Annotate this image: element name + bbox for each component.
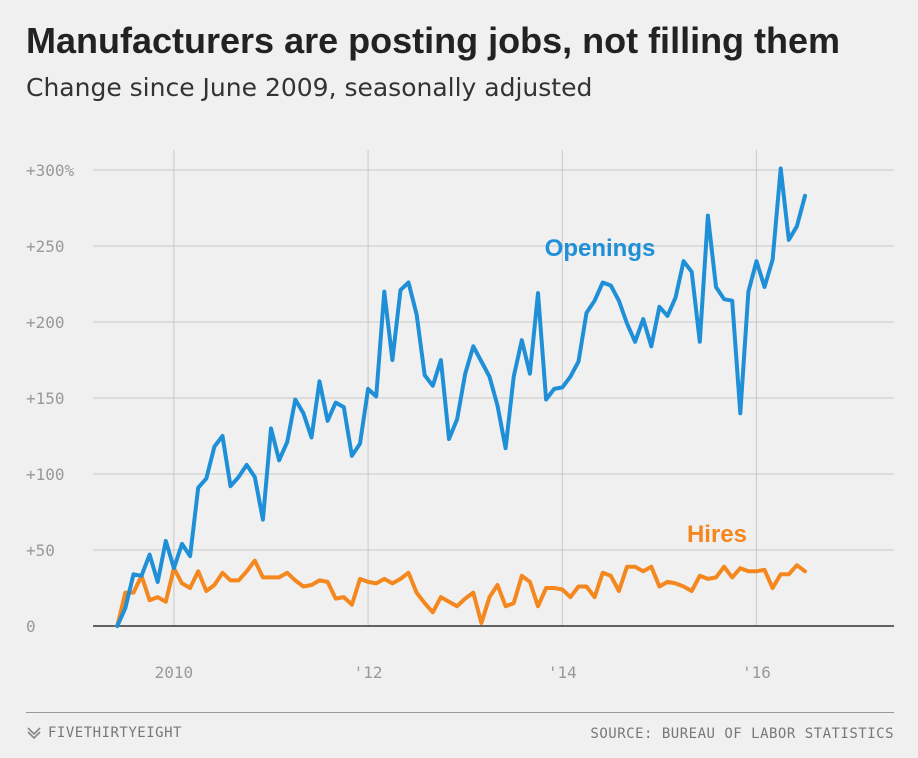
y-tick-label: +300% — [26, 161, 75, 180]
line-chart: 0 +50 +100 +150 +200 +250 +300% 2010 '12 '14 '16 Op… — [26, 150, 894, 682]
x-tick-label: 2010 — [155, 663, 194, 682]
y-tick-label: +250 — [26, 237, 65, 256]
source-note: SOURCE: BUREAU OF LABOR STATISTICS — [590, 726, 894, 742]
series-line-openings — [115, 166, 807, 628]
x-tick-label: '16 — [742, 663, 771, 682]
y-tick-label: +50 — [26, 541, 55, 560]
series-label-hires: Hires — [687, 521, 747, 548]
y-tick-label: +200 — [26, 313, 65, 332]
chart-title: Manufacturers are posting jobs, not fill… — [26, 20, 841, 61]
brand-logo: FIVETHIRTYEIGHT — [26, 725, 182, 741]
series-label-openings: Openings — [545, 235, 656, 262]
fivethirtyeight-icon — [27, 727, 41, 740]
y-tick-label: +100 — [26, 465, 65, 484]
series-line-hires — [115, 558, 807, 628]
footer-divider — [26, 712, 894, 713]
y-tick-label: +150 — [26, 389, 65, 408]
chart-subtitle: Change since June 2009, seasonally adjus… — [26, 73, 593, 102]
brand-name: FIVETHIRTYEIGHT — [48, 725, 182, 741]
x-tick-label: '14 — [548, 663, 577, 682]
y-tick-label: 0 — [26, 617, 36, 636]
x-tick-label: '12 — [354, 663, 383, 682]
